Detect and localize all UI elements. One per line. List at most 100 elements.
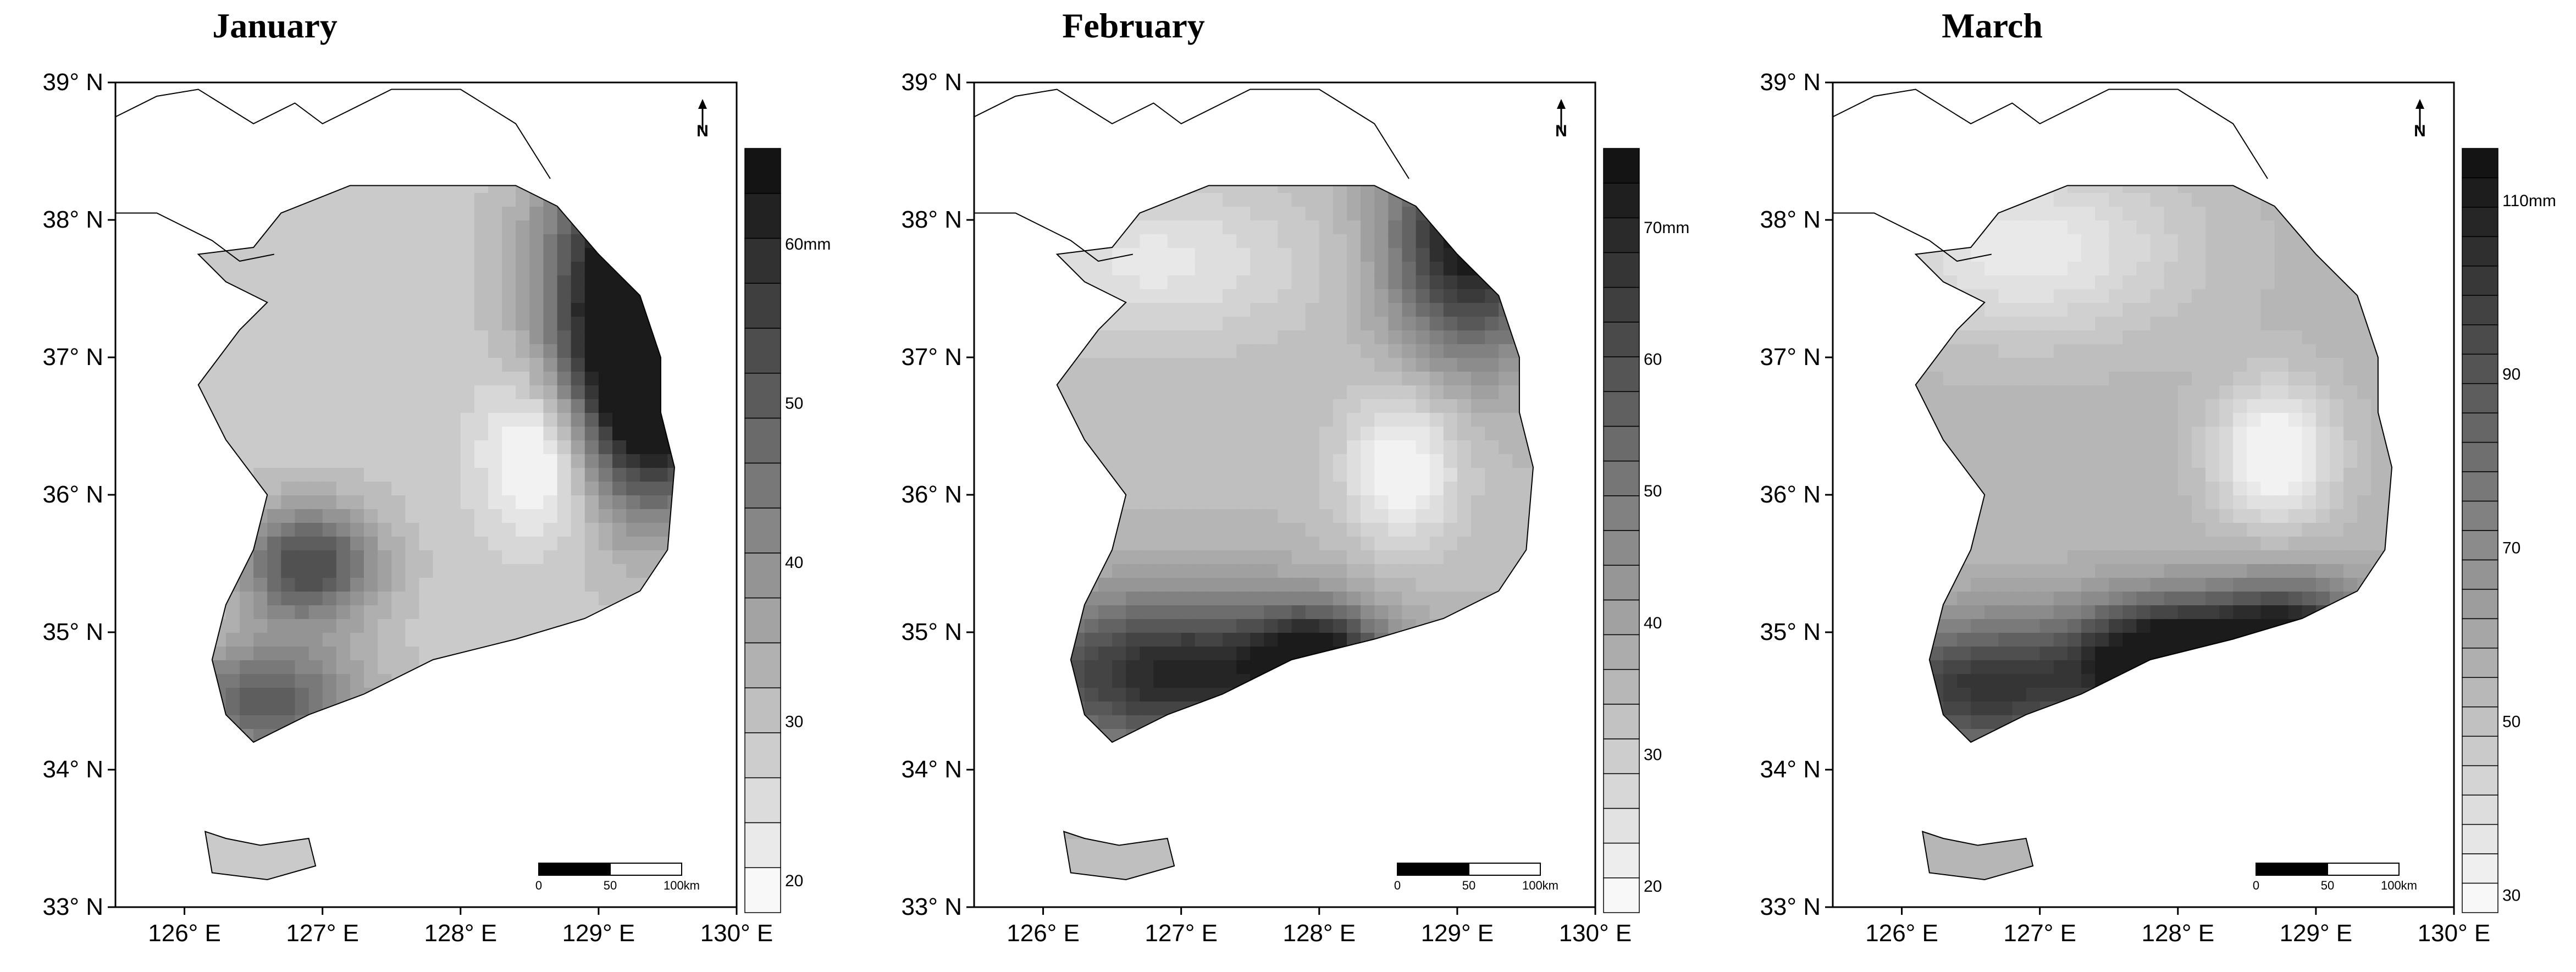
- field-cell: [2095, 605, 2110, 619]
- field-cell: [198, 206, 199, 220]
- field-cell: [2095, 811, 2110, 825]
- field-cell: [419, 660, 434, 674]
- field-cell: [1250, 742, 1265, 756]
- field-cell: [1057, 797, 1058, 811]
- field-cell: [1929, 220, 1944, 234]
- field-cell: [1402, 316, 1417, 330]
- field-cell: [640, 247, 655, 262]
- field-cell: [1361, 564, 1375, 578]
- field-cell: [1057, 344, 1071, 358]
- field-cell: [1416, 261, 1430, 275]
- field-cell: [198, 412, 199, 427]
- field-cell: [2053, 838, 2068, 853]
- field-cell: [1264, 701, 1279, 715]
- field-cell: [2053, 302, 2068, 317]
- field-cell: [543, 577, 558, 592]
- field-cell: [695, 715, 710, 729]
- field-cell: [1402, 357, 1417, 372]
- field-cell: [488, 591, 503, 605]
- field-cell: [1429, 660, 1444, 674]
- field-cell: [295, 825, 309, 839]
- field-cell: [1930, 880, 1944, 894]
- field-cell: [198, 165, 213, 179]
- field-cell: [1429, 206, 1444, 220]
- field-cell: [1070, 495, 1085, 509]
- field-cell: [1499, 344, 1513, 358]
- colorbar-band: [744, 553, 781, 599]
- field-cell: [529, 825, 544, 839]
- field-cell: [460, 426, 475, 440]
- field-cell: [682, 646, 696, 660]
- map-figure: 39° N38° N37° N36° N35° N34° N33° N126° …: [1760, 69, 2556, 947]
- field-cell: [516, 618, 530, 633]
- field-cell: [1181, 783, 1196, 798]
- field-cell: [1236, 756, 1251, 770]
- field-cell: [598, 220, 613, 234]
- field-cell: [1140, 399, 1154, 413]
- field-cell: [1278, 880, 1292, 894]
- field-cell: [1402, 261, 1417, 275]
- field-cell: [1943, 536, 1958, 550]
- field-cell: [516, 673, 530, 688]
- field-cell: [1236, 866, 1251, 880]
- field-cell: [1388, 426, 1403, 440]
- field-cell: [1540, 660, 1555, 674]
- field-cell: [598, 385, 613, 399]
- colorbar-band: [1603, 669, 1640, 705]
- field-cell: [2054, 165, 2068, 179]
- field-cell: [1916, 880, 1930, 894]
- field-cell: [1153, 289, 1168, 303]
- field-cell: [1084, 742, 1099, 756]
- field-cell: [1526, 467, 1533, 482]
- field-cell: [1250, 522, 1265, 537]
- field-cell: [529, 467, 544, 482]
- field-cell: [2039, 289, 2054, 303]
- field-cell: [571, 302, 585, 317]
- field-cell: [1112, 454, 1127, 468]
- field-cell: [695, 783, 710, 798]
- field-cell: [1070, 371, 1085, 385]
- field-cell: [1957, 756, 1972, 770]
- field-cell: [1140, 261, 1154, 275]
- field-cell: [405, 536, 420, 550]
- field-cell: [2109, 838, 2124, 853]
- field-cell: [1984, 632, 1999, 647]
- field-cell: [1915, 185, 1930, 193]
- field-cell: [543, 838, 558, 853]
- field-cell: [667, 838, 675, 853]
- field-cell: [2039, 564, 2054, 578]
- field-cell: [640, 728, 655, 743]
- field-cell: [378, 426, 393, 440]
- field-cell: [336, 440, 351, 454]
- field-cell: [1388, 591, 1403, 605]
- field-cell: [2095, 577, 2110, 592]
- field-cell: [2109, 302, 2124, 317]
- field-cell: [640, 371, 655, 385]
- field-cell: [2012, 632, 2027, 647]
- field-cell: [543, 811, 558, 825]
- field-cell: [1554, 454, 1568, 468]
- field-cell: [198, 454, 199, 468]
- field-cell: [1098, 357, 1113, 372]
- field-cell: [2109, 509, 2124, 523]
- field-cell: [1208, 770, 1223, 784]
- field-cell: [598, 289, 613, 303]
- field-cell: [2053, 344, 2068, 358]
- field-cell: [1250, 811, 1265, 825]
- field-cell: [682, 591, 696, 605]
- field-cell: [1984, 783, 1999, 798]
- field-cell: [1512, 481, 1527, 495]
- field-cell: [1347, 646, 1362, 660]
- field-cell: [1057, 371, 1071, 385]
- field-cell: [1250, 825, 1265, 839]
- field-cell: [1236, 206, 1251, 220]
- field-cell: [460, 797, 475, 811]
- field-cell: [2053, 234, 2068, 248]
- field-cell: [1236, 797, 1251, 811]
- field-cell: [1347, 618, 1362, 633]
- field-cell: [1984, 825, 1999, 839]
- field-cell: [695, 302, 710, 317]
- field-cell: [529, 357, 544, 372]
- field-cell: [1070, 852, 1085, 866]
- field-cell: [225, 536, 240, 550]
